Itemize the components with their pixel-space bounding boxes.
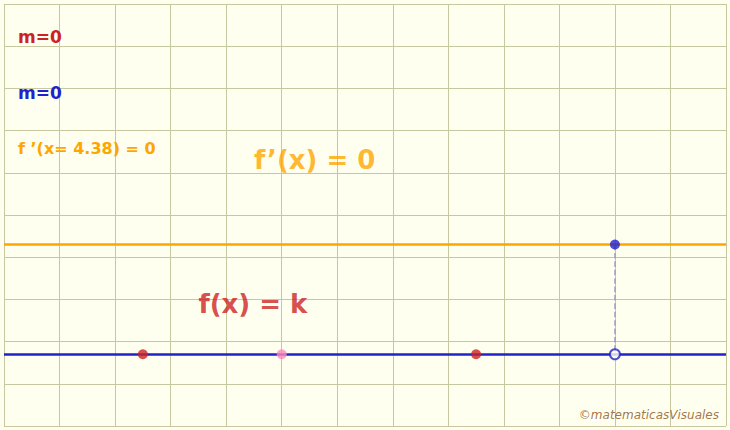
svg-text:©matematicasVisuales: ©matematicasVisuales bbox=[579, 408, 719, 422]
svg-text:f’(x) = 0: f’(x) = 0 bbox=[254, 145, 376, 175]
svg-text:f ’(x= 4.38) = 0: f ’(x= 4.38) = 0 bbox=[18, 139, 156, 158]
svg-text:m=0: m=0 bbox=[18, 27, 62, 47]
svg-text:f(x) = k: f(x) = k bbox=[198, 289, 308, 319]
svg-text:m=0: m=0 bbox=[18, 83, 62, 103]
